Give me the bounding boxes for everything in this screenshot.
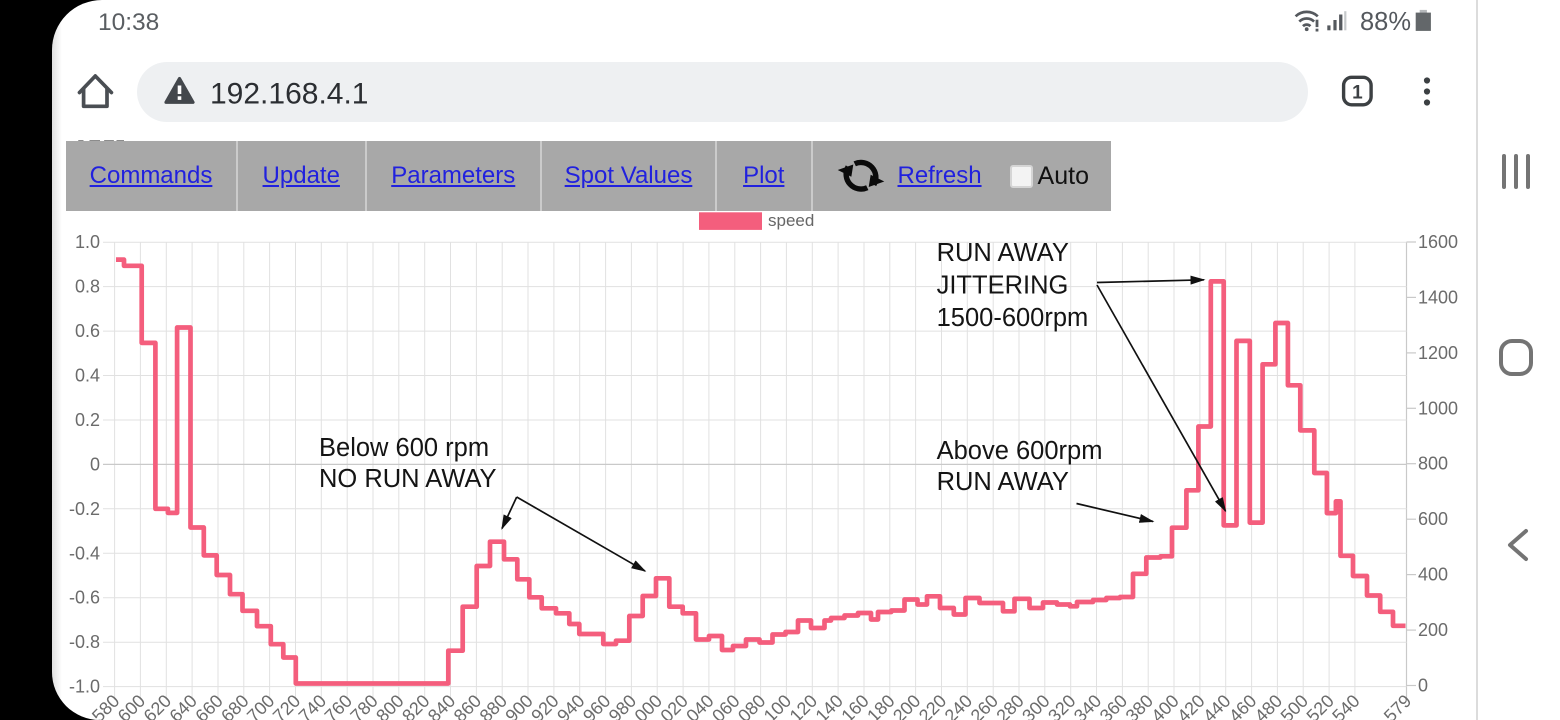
svg-text:600: 600 xyxy=(1418,509,1448,529)
svg-text:1200: 1200 xyxy=(1418,343,1458,363)
svg-text:0.8: 0.8 xyxy=(75,277,100,297)
svg-text:0.4: 0.4 xyxy=(75,366,100,386)
svg-text:800: 800 xyxy=(1418,454,1448,474)
svg-text:JITTERING: JITTERING xyxy=(937,272,1069,300)
svg-text:192.168.4.1: 192.168.4.1 xyxy=(210,78,368,111)
svg-text:speed: speed xyxy=(768,211,814,230)
svg-text:540: 540 xyxy=(1328,691,1363,720)
svg-text:-0.2: -0.2 xyxy=(69,499,100,519)
svg-text:0.6: 0.6 xyxy=(75,321,100,341)
svg-text:RUN AWAY: RUN AWAY xyxy=(937,239,1069,267)
svg-text:Above 600rpm: Above 600rpm xyxy=(937,437,1103,465)
svg-text:579: 579 xyxy=(1380,691,1415,720)
svg-text:0.2: 0.2 xyxy=(75,410,100,430)
svg-text:Below 600 rpm: Below 600 rpm xyxy=(319,434,489,462)
svg-text:NO RUN AWAY: NO RUN AWAY xyxy=(319,465,497,493)
svg-text:0: 0 xyxy=(90,454,100,474)
svg-text:-1.0: -1.0 xyxy=(69,677,100,697)
svg-text:1600: 1600 xyxy=(1418,232,1458,252)
svg-text:RUN AWAY: RUN AWAY xyxy=(937,468,1069,496)
svg-text:0: 0 xyxy=(1418,676,1428,696)
svg-text:1500-600rpm: 1500-600rpm xyxy=(937,304,1089,332)
svg-text:1: 1 xyxy=(1352,83,1363,104)
svg-text:400: 400 xyxy=(1418,565,1448,585)
svg-text:-0.8: -0.8 xyxy=(69,632,100,652)
svg-text:-0.6: -0.6 xyxy=(69,588,100,608)
svg-text:1400: 1400 xyxy=(1418,287,1458,307)
svg-text:1.0: 1.0 xyxy=(75,232,100,252)
svg-text:1000: 1000 xyxy=(1418,398,1458,418)
svg-text:-0.4: -0.4 xyxy=(69,543,100,563)
svg-text:88%: 88% xyxy=(1360,8,1411,36)
svg-text:200: 200 xyxy=(1418,620,1448,640)
